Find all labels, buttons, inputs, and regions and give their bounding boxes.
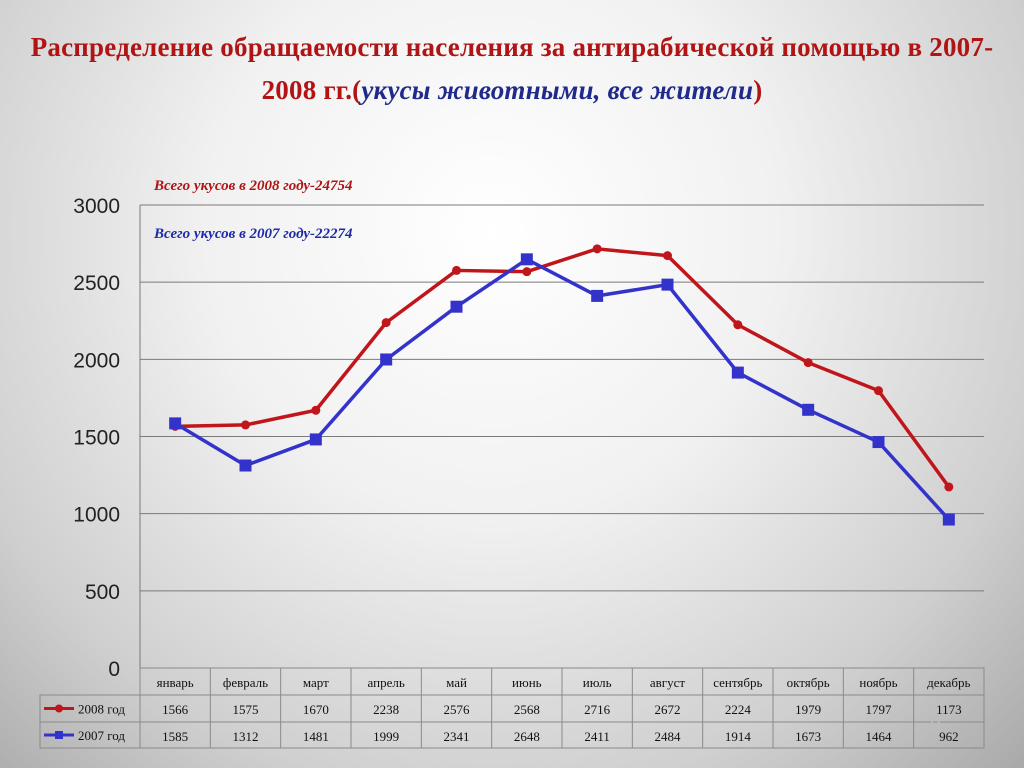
data-label: 1464 (866, 729, 893, 744)
data-point (942, 513, 955, 526)
data-label: 1673 (795, 729, 821, 744)
x-tick-label: август (650, 675, 686, 690)
legend-label: 2008 год (78, 702, 125, 717)
data-point (661, 278, 674, 291)
data-label: 1566 (162, 702, 189, 717)
data-point (803, 358, 813, 368)
data-point (663, 251, 672, 261)
data-label: 1173 (936, 702, 962, 717)
data-point (522, 267, 532, 277)
data-label: 2484 (655, 729, 682, 744)
x-tick-label: октябрь (787, 675, 830, 690)
data-label: 1312 (233, 729, 259, 744)
x-tick-label: декабрь (927, 675, 970, 690)
legend-key-marker (55, 704, 63, 713)
title-close: ) (753, 75, 763, 105)
data-table: январь февраль март апрель май июнь июль август… (39, 667, 985, 749)
data-label: 962 (939, 729, 959, 744)
data-point (169, 417, 182, 430)
data-point (592, 244, 602, 254)
x-tick-label: февраль (223, 675, 268, 690)
data-label: 1481 (303, 729, 329, 744)
data-label: 1670 (303, 702, 329, 717)
data-label: 2224 (725, 702, 752, 717)
data-label: 1999 (373, 729, 399, 744)
x-tick-label: июль (583, 675, 612, 690)
title-main: Распределение обращаемости населения за … (30, 32, 994, 105)
x-tick-label: сентябрь (713, 675, 762, 690)
data-point (241, 420, 250, 430)
x-tick-label: июнь (512, 675, 542, 690)
data-label: 1979 (795, 702, 821, 717)
x-tick-label: январь (157, 675, 194, 690)
y-tick-label: 0 (108, 658, 120, 681)
x-tick-label: ноябрь (859, 675, 897, 690)
data-point (591, 289, 604, 302)
y-tick-label: 500 (85, 581, 120, 604)
data-label: 1585 (162, 729, 188, 744)
data-point (872, 436, 885, 449)
y-tick-label: 2000 (73, 349, 120, 372)
data-label: 1914 (725, 729, 752, 744)
legend-key-marker (55, 731, 63, 739)
y-tick-label: 1500 (73, 427, 120, 450)
data-point (520, 253, 533, 266)
data-label: 1797 (866, 702, 893, 717)
x-tick-label: май (446, 675, 467, 690)
x-tick-label: апрель (368, 675, 405, 690)
data-label: 2648 (514, 729, 540, 744)
page-title: Распределение обращаемости населения за … (20, 26, 1004, 112)
data-point (309, 433, 322, 446)
data-point (802, 403, 815, 416)
y-tick-label: 1000 (73, 504, 120, 527)
data-label: 2576 (444, 702, 471, 717)
data-point (733, 320, 743, 330)
data-label: 2672 (655, 702, 681, 717)
data-point (452, 265, 461, 275)
data-label: 2568 (514, 702, 540, 717)
y-axis: 0 500 1000 1500 2000 2500 3000 (73, 195, 120, 681)
legend-label: 2007 год (78, 728, 125, 743)
data-label: 2411 (584, 729, 610, 744)
data-label: 2238 (373, 702, 399, 717)
total-2008-label: Всего укусов в 2008 году-24754 (154, 178, 353, 194)
series-line-2 (174, 257, 951, 521)
grid (139, 204, 984, 669)
data-point (311, 405, 321, 415)
data-label: 1575 (233, 702, 259, 717)
data-label: 2341 (444, 729, 470, 744)
total-2007-label: Всего укусов в 2007 году-22274 (154, 226, 353, 242)
data-point (239, 459, 252, 472)
series-layer (169, 244, 955, 526)
data-point (731, 366, 744, 379)
data-point (380, 353, 393, 366)
data-point (381, 318, 391, 328)
data-point (944, 482, 954, 492)
page-number: 3 (930, 716, 941, 738)
data-label: 2716 (584, 702, 611, 717)
y-tick-label: 2500 (73, 272, 120, 295)
data-point (874, 386, 883, 396)
series-line-1 (175, 247, 951, 488)
y-tick-label: 3000 (73, 195, 120, 218)
data-point (450, 300, 463, 313)
title-italic: укусы животными, все жители (361, 75, 754, 105)
x-tick-label: март (303, 675, 329, 690)
